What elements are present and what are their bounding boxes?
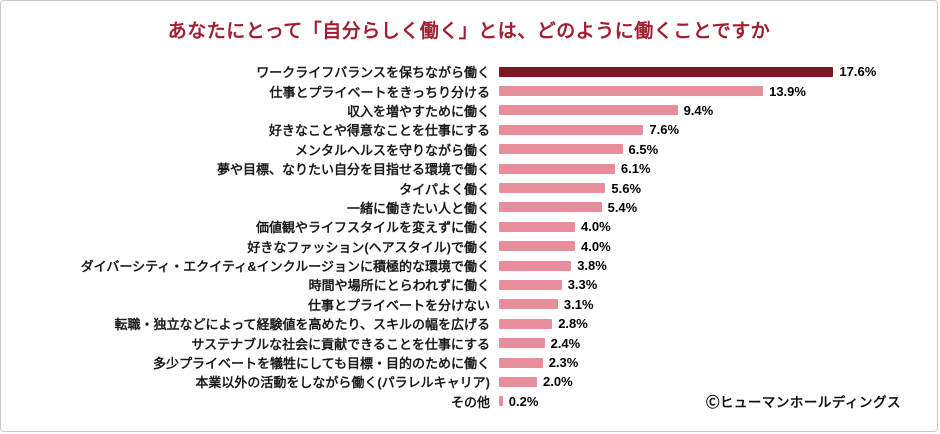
bar <box>499 318 553 329</box>
value-label: 0.2% <box>508 393 539 409</box>
chart-row: 仕事とプライベートを分けない 3.1% <box>1 295 937 314</box>
chart-row: 一緒に働きたい人と働く 5.4% <box>1 198 937 217</box>
bar <box>499 338 545 349</box>
value-label: 4.0% <box>581 219 611 235</box>
category-label: ワークライフバランスを保ちながら働く <box>256 65 490 81</box>
category-label: タイパよく働く <box>399 181 490 197</box>
value-label: 6.1% <box>620 161 651 177</box>
value-label: 5.4% <box>607 199 638 215</box>
chart-row: 好きなことや得意なことを仕事にする 7.6% <box>1 120 937 139</box>
value-label: 2.0% <box>543 374 573 390</box>
value-label: 2.3% <box>548 355 579 371</box>
value-label: 6.5% <box>628 141 659 157</box>
category-label: 本業以外の活動をしながら働く(パラレルキャリア) <box>195 375 490 391</box>
chart-row: 本業以外の活動をしながら働く(パラレルキャリア) 2.0% <box>1 372 937 391</box>
category-label: サステナブルな社会に貢献できることを仕事にする <box>191 336 490 352</box>
category-label: 仕事とプライベートをきっちり分ける <box>269 84 490 100</box>
category-label: 多少プライベートを犠牲にしても目標・目的のために働く <box>153 356 490 372</box>
chart-title: あなたにとって「自分らしく働く」とは、どのように働くことですか <box>167 21 771 42</box>
category-label: 転職・独立などによって経験値を高めたり、スキルの幅を広げる <box>114 317 490 333</box>
chart-row: ワークライフバランスを保ちながら働く 17.6% <box>1 62 937 81</box>
category-label: メンタルヘルスを守りながら働く <box>294 142 490 158</box>
value-label: 3.1% <box>563 296 594 312</box>
value-label: 5.6% <box>611 180 642 196</box>
value-label: 3.8% <box>577 258 607 274</box>
bar <box>499 202 602 213</box>
bar <box>499 221 575 232</box>
category-label: 夢や目標、なりたい自分を目指せる環境で働く <box>216 162 490 178</box>
chart-row: 価値観やライフスタイルを変えずに働く 4.0% <box>1 217 937 236</box>
chart-row: 収入を増やすために働く 9.4% <box>1 101 937 120</box>
category-label: 一緒に働きたい人と働く <box>346 200 490 216</box>
value-label: 2.4% <box>550 335 581 351</box>
chart-row: ダイバーシティ・エクイティ&インクルージョンに積極的な環境で働く 3.8% <box>1 256 937 275</box>
category-label: 時間や場所にとらわれずに働く <box>308 278 490 294</box>
bar <box>499 376 537 387</box>
chart-row: 仕事とプライベートをきっちり分ける 13.9% <box>1 81 937 100</box>
bar <box>499 183 606 194</box>
bar <box>499 86 764 97</box>
chart-row: メンタルヘルスを守りながら働く 6.5% <box>1 140 937 159</box>
bar <box>499 357 543 368</box>
category-label: 好きなことや得意なことを仕事にする <box>268 123 490 139</box>
value-label: 9.4% <box>683 102 714 118</box>
category-label: 好きなファッション(ヘアスタイル)で働く <box>247 239 490 255</box>
value-label: 3.3% <box>567 277 598 293</box>
category-label: 仕事とプライベートを分けない <box>307 297 490 313</box>
chart-row: 時間や場所にとらわれずに働く 3.3% <box>1 275 937 294</box>
chart-row: 転職・独立などによって経験値を高めたり、スキルの幅を広げる 2.8% <box>1 314 937 333</box>
bar <box>499 279 562 290</box>
chart-row: タイパよく働く 5.6% <box>1 178 937 197</box>
category-label: 価値観やライフスタイルを変えずに働く <box>255 220 490 236</box>
bar <box>499 260 572 271</box>
bar <box>499 105 678 116</box>
chart-row: その他 0.2% <box>1 392 937 411</box>
bar <box>499 299 558 310</box>
chart-row: 夢や目標、なりたい自分を目指せる環境で働く 6.1% <box>1 159 937 178</box>
bar <box>499 124 644 135</box>
category-label: ダイバーシティ・エクイティ&インクルージョンに積極的な環境で働く <box>80 259 490 275</box>
bar <box>499 241 575 252</box>
bar <box>499 396 503 407</box>
bar <box>499 66 834 77</box>
bar <box>499 163 615 174</box>
copyright-credit: Ⓒヒューマンホールディングス <box>705 395 901 410</box>
chart-row: 多少プライベートを犠牲にしても目標・目的のために働く 2.3% <box>1 353 937 372</box>
category-label: その他 <box>450 394 490 410</box>
bar <box>499 144 623 155</box>
category-label: 収入を増やすために働く <box>346 103 490 119</box>
value-label: 4.0% <box>581 238 611 254</box>
bar-chart: ワークライフバランスを保ちながら働く 17.6% 仕事とプライベートをきっちり分ける… <box>1 62 937 411</box>
value-label: 2.8% <box>558 316 588 332</box>
chart-row: 好きなファッション(ヘアスタイル)で働く 4.0% <box>1 237 937 256</box>
value-label: 13.9% <box>769 83 806 99</box>
value-label: 7.6% <box>649 122 680 138</box>
chart-row: サステナブルな社会に貢献できることを仕事にする 2.4% <box>1 333 937 352</box>
value-label: 17.6% <box>839 64 877 80</box>
